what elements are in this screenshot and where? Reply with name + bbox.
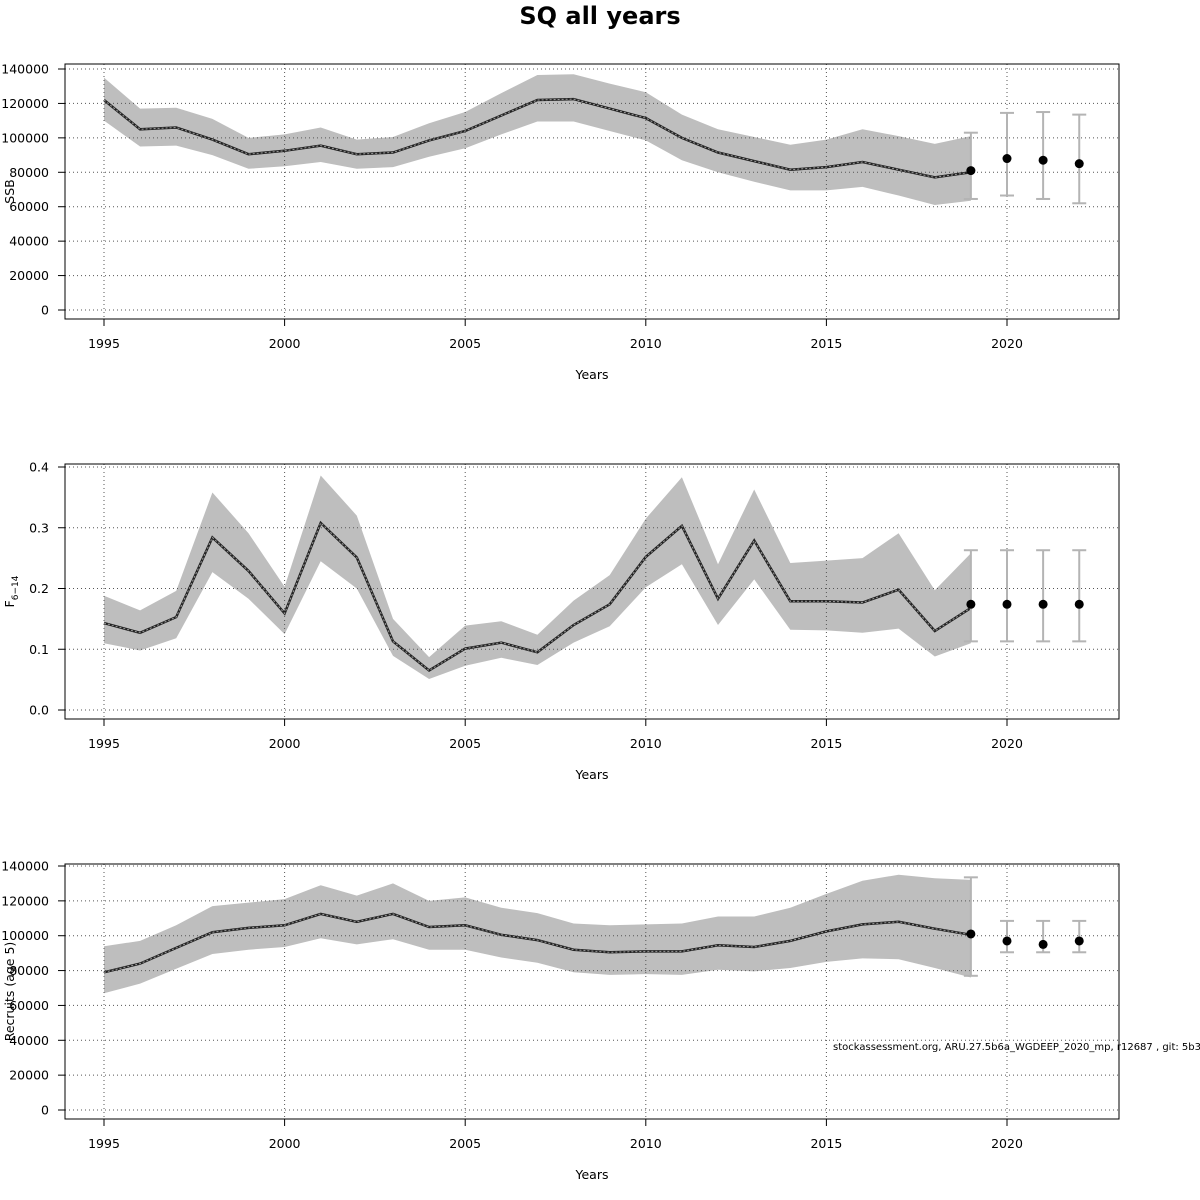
forecast-point: [1038, 939, 1048, 949]
x-tick-label: 2020: [991, 1136, 1023, 1151]
forecast-point: [1002, 936, 1012, 946]
x-tick-label: 1995: [88, 736, 120, 751]
estimate-line-dash: [103, 913, 971, 973]
forecast-point: [966, 599, 976, 609]
y-axis-label: SSB: [2, 179, 17, 203]
ssb-panel: 1995 2000 2005 2010 2015 2020 Years 0 20000 40000…: [1, 62, 1120, 382]
x-tick-label: 1995: [88, 1136, 120, 1151]
y-tick-label: 0.4: [29, 460, 49, 475]
credit-text: stockassessment.org, ARU.27.5b6a_WGDEEP_…: [833, 1042, 1200, 1053]
forecast-point: [1038, 155, 1048, 165]
x-axis-label: Years: [575, 367, 609, 382]
y-axis-label: F6−14: [2, 575, 21, 607]
y-tick-label: 0: [41, 1103, 49, 1118]
y-tick-label: 60000: [9, 998, 49, 1013]
forecast-point: [1002, 154, 1012, 164]
y-tick-label: 20000: [9, 1068, 49, 1083]
chart-title: SQ all years: [519, 2, 681, 30]
forecast-point: [1074, 599, 1084, 609]
y-tick-label: 140000: [1, 859, 49, 874]
x-tick-label: 2010: [630, 736, 662, 751]
forecast-point: [1002, 599, 1012, 609]
forecast-point: [966, 166, 976, 176]
x-tick-label: 2015: [810, 736, 842, 751]
y-tick-label: 120000: [1, 96, 49, 111]
recruits-panel: 1995 2000 2005 2010 2015 2020 Years 0 20000 40000…: [1, 859, 1120, 1182]
y-tick-label: 120000: [1, 893, 49, 908]
x-tick-label: 2005: [449, 336, 481, 351]
x-axis-label: Years: [575, 1167, 609, 1182]
y-tick-label: 0.2: [29, 581, 49, 596]
plot-frame: [64, 63, 1120, 320]
y-tick-label: 40000: [9, 234, 49, 249]
y-tick-label: 100000: [1, 130, 49, 145]
x-tick-label: 2010: [630, 336, 662, 351]
plot-frame: [64, 863, 1120, 1120]
y-tick-label: 80000: [9, 963, 49, 978]
forecast-point: [1074, 936, 1084, 946]
y-tick-label: 0.3: [29, 520, 49, 535]
x-tick-label: 2000: [269, 336, 301, 351]
forecast-point: [966, 929, 976, 939]
x-tick-label: 2005: [449, 736, 481, 751]
x-axis-label: Years: [575, 767, 609, 782]
plot-frame: [64, 463, 1120, 720]
y-axis-label-subscript: 6−14: [11, 575, 21, 600]
y-tick-label: 140000: [1, 62, 49, 77]
x-tick-label: 2000: [269, 1136, 301, 1151]
fishing-mortality-panel: 1995 2000 2005 2010 2015 2020 Years 0.0 0.1 0.2 0.…: [2, 460, 1120, 782]
confidence-band: [104, 874, 971, 994]
y-tick-label: 0: [41, 303, 49, 318]
y-tick-label: 20000: [9, 268, 49, 283]
y-tick-label: 40000: [9, 1033, 49, 1048]
y-tick-label: 0.1: [29, 642, 49, 657]
x-tick-label: 2015: [810, 336, 842, 351]
x-tick-label: 2005: [449, 1136, 481, 1151]
x-tick-label: 2010: [630, 1136, 662, 1151]
y-axis-label: Recruits (age 5): [2, 942, 17, 1042]
forecast-point: [1038, 599, 1048, 609]
y-tick-label: 0.0: [29, 703, 49, 718]
x-tick-label: 1995: [88, 336, 120, 351]
confidence-band: [104, 74, 971, 205]
confidence-band: [104, 475, 971, 679]
forecast-point: [1074, 159, 1084, 169]
y-tick-label: 80000: [9, 165, 49, 180]
y-tick-label: 60000: [9, 199, 49, 214]
x-tick-label: 2015: [810, 1136, 842, 1151]
estimate-line-dash: [103, 522, 972, 672]
x-tick-label: 2020: [991, 336, 1023, 351]
y-tick-label: 100000: [1, 928, 49, 943]
estimate-line-dash: [103, 98, 971, 178]
x-tick-label: 2020: [991, 736, 1023, 751]
x-tick-label: 2000: [269, 736, 301, 751]
